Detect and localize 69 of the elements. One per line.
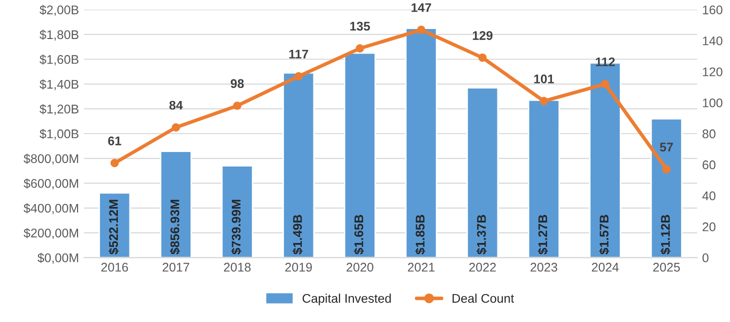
y-tick-label: $1,20B <box>40 104 78 115</box>
x-tick-label: 2021 <box>408 262 435 272</box>
data-label: 101 <box>534 74 554 84</box>
y-tick-label: $600,00M <box>24 178 78 190</box>
data-label: 61 <box>108 136 122 146</box>
x-tick-label: 2016 <box>101 262 128 272</box>
y-tick-label: $2,00B <box>40 4 78 16</box>
x-tick-label: 2018 <box>224 262 251 272</box>
bar <box>282 72 315 258</box>
data-label: 135 <box>350 22 370 31</box>
data-label: $1.65B <box>354 214 364 254</box>
y-tick-label: $1,80B <box>40 30 78 41</box>
y2-tick-label: 120 <box>702 67 722 76</box>
y2-tick-label: 140 <box>702 36 722 46</box>
data-label: 84 <box>169 100 183 110</box>
y2-tick-label: 40 <box>702 191 716 200</box>
data-label: 98 <box>230 79 244 88</box>
y-tick-label: $1,00B <box>40 128 78 140</box>
y-tick-label: $400,00M <box>24 203 78 214</box>
x-tick-label: 2022 <box>469 262 496 272</box>
data-label: $1.27B <box>538 214 548 254</box>
x-tick-label: 2020 <box>346 262 374 272</box>
data-label: $856.93M <box>170 200 180 254</box>
point <box>172 123 180 132</box>
y2-tick-label: 20 <box>702 222 716 232</box>
y2-tick-label: 0 <box>702 253 708 262</box>
y-tick-label: $0,00M <box>38 252 78 264</box>
x-tick-label: 2023 <box>530 262 558 272</box>
data-label: $1.37B <box>476 214 487 254</box>
point <box>417 26 426 34</box>
data-label: 57 <box>660 142 673 152</box>
point <box>601 80 610 88</box>
y-tick-label: $200,00M <box>24 228 78 239</box>
data-label: 129 <box>472 31 492 40</box>
x-tick-label: 2017 <box>162 262 190 272</box>
data-label: $522.12M <box>108 200 119 254</box>
y-tick-label: $1,40B <box>40 79 78 90</box>
x-tick-label: 2025 <box>653 262 680 272</box>
point <box>294 72 303 80</box>
y2-tick-label: 160 <box>702 5 722 14</box>
data-label: 147 <box>412 3 432 12</box>
y-tick-label: $1,60B <box>40 54 78 66</box>
bar <box>405 28 438 258</box>
y2-tick-label: 60 <box>702 160 716 170</box>
point <box>110 158 119 168</box>
data-label: $1.12B <box>660 214 671 254</box>
x-tick-label: 2019 <box>285 262 312 272</box>
bar <box>160 150 192 258</box>
y2-tick-label: 80 <box>702 129 716 138</box>
y-tick-label: $800,00M <box>24 154 78 165</box>
bar <box>466 87 499 258</box>
point <box>662 165 671 174</box>
x-tick-label: 2024 <box>592 262 619 272</box>
bar <box>650 118 683 258</box>
data-label: 117 <box>289 50 308 58</box>
point <box>356 44 364 53</box>
bar <box>528 99 560 258</box>
legend-label: Capital Invested <box>302 294 391 306</box>
point <box>478 54 487 62</box>
point <box>233 102 242 110</box>
y2-tick-label: 100 <box>702 98 722 108</box>
data-label: $739.99M <box>231 200 242 254</box>
data-label: $1.49B <box>292 214 303 254</box>
bar <box>344 52 376 258</box>
data-label: $1.57B <box>599 214 610 254</box>
bar <box>221 165 254 258</box>
point <box>540 96 548 106</box>
legend-label: Deal Count <box>452 294 514 303</box>
data-label: $1.85B <box>415 214 426 254</box>
